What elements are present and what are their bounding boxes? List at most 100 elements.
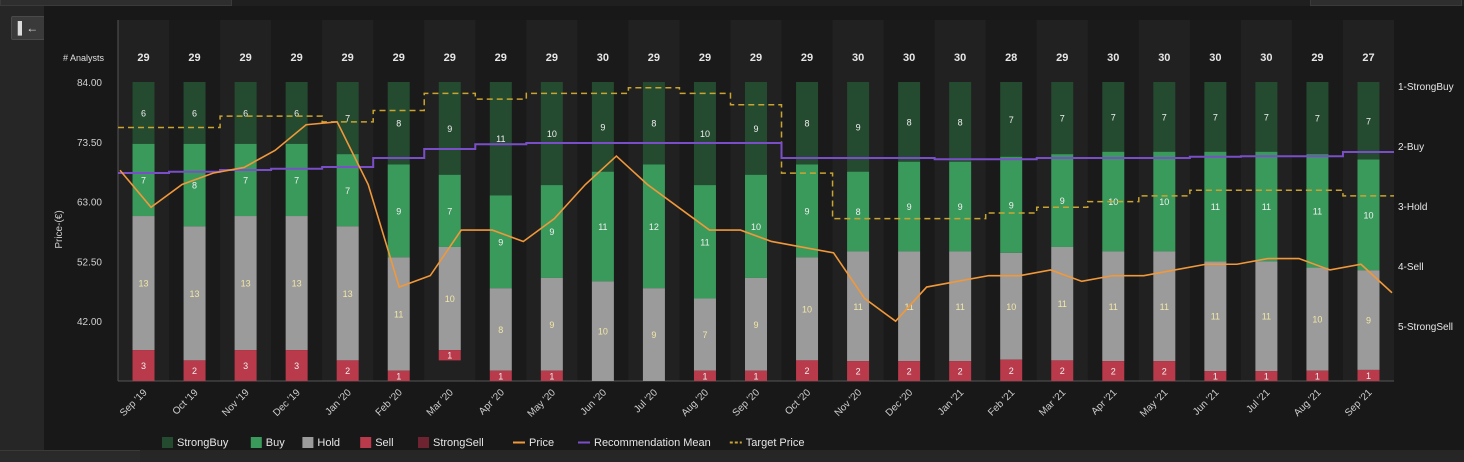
analyst-count: 29 <box>393 52 405 64</box>
bar-sell <box>847 361 870 381</box>
x-tick-label: May '21 <box>1138 387 1171 420</box>
x-tick-label: Oct '19 <box>171 387 201 417</box>
bar-value-label: 7 <box>447 206 452 216</box>
bar-value-label: 9 <box>753 124 758 134</box>
bar-value-label: 13 <box>190 289 200 299</box>
bar-value-label: 11 <box>955 302 964 312</box>
bar-buy <box>1051 154 1074 247</box>
bar-buy <box>1204 151 1227 262</box>
bar-value-label: 10 <box>802 304 812 314</box>
analyst-count: 30 <box>1107 52 1119 64</box>
legend-label: Hold <box>317 437 340 449</box>
top-tab-right[interactable] <box>1310 0 1462 6</box>
bar-value-label: 1 <box>1213 372 1218 382</box>
bar-value-label: 7 <box>1213 112 1218 122</box>
x-tick-label: Mar '21 <box>1037 387 1068 418</box>
bar-value-label: 2 <box>345 366 350 376</box>
x-tick-label: Dec '20 <box>884 387 916 419</box>
bar-buy <box>1102 151 1125 252</box>
bar-value-label: 2 <box>856 367 861 377</box>
x-tick-label: Oct '20 <box>783 387 813 417</box>
x-tick-label: Dec '19 <box>271 387 303 419</box>
bar-strongbuy <box>1204 82 1227 152</box>
bar-value-label: 3 <box>294 361 299 371</box>
bar-value-label: 8 <box>856 207 861 217</box>
legend-swatch <box>418 437 429 448</box>
bar-strongbuy <box>1051 82 1074 155</box>
analyst-count: 29 <box>444 52 456 64</box>
legend-label: Sell <box>375 437 393 449</box>
top-tab[interactable] <box>0 0 232 6</box>
collapse-panel-button[interactable]: ▌← <box>11 16 45 40</box>
bar-strongbuy <box>387 82 410 165</box>
bar-buy <box>898 161 921 252</box>
bar-sell <box>1000 359 1023 381</box>
bar-sell <box>234 350 257 381</box>
bar-buy <box>1306 154 1329 268</box>
bar-sell <box>336 360 359 381</box>
bar-value-label: 9 <box>396 206 401 216</box>
bar-hold <box>489 288 512 371</box>
bar-strongbuy <box>183 82 206 144</box>
bar-sell <box>1051 360 1074 381</box>
analyst-count: 30 <box>954 52 966 64</box>
bar-value-label: 8 <box>396 119 401 129</box>
bar-buy <box>387 164 410 258</box>
analyst-count: 29 <box>1056 52 1068 64</box>
bar-value-label: 11 <box>1058 299 1067 309</box>
bar-value-label: 11 <box>1109 302 1118 312</box>
bar-value-label: 8 <box>907 117 912 127</box>
bar-strongbuy <box>1000 82 1023 157</box>
bar-sell <box>796 360 819 381</box>
x-tick-label: Mar '20 <box>425 387 456 418</box>
legend-label: StrongSell <box>433 437 484 449</box>
chart-area: 84.00 73.50 63.00 52.50 42.00 Price-(€) # Anal… <box>44 6 1464 450</box>
x-tick-label: Apr '21 <box>1089 387 1119 417</box>
bar-value-label: 1 <box>396 371 401 381</box>
bar-value-label: 9 <box>958 202 963 212</box>
x-tick-label: Sep '20 <box>731 387 763 419</box>
bar-buy <box>796 164 819 258</box>
bar-value-label: 7 <box>345 114 350 124</box>
bar-value-label: 8 <box>805 119 810 129</box>
bar-hold <box>642 288 665 381</box>
bar-strongbuy <box>1255 82 1278 152</box>
bar-value-label: 9 <box>1060 196 1065 206</box>
top-bar <box>0 0 1464 6</box>
bar-buy <box>1000 156 1023 253</box>
bar-sell <box>1255 371 1278 381</box>
bar-hold <box>183 226 206 361</box>
bar-value-label: 11 <box>394 309 403 319</box>
y-tick-label: 52.50 <box>77 257 102 268</box>
analyst-count: 29 <box>495 52 507 64</box>
bar-hold <box>693 298 716 371</box>
bar-sell <box>1357 369 1380 381</box>
bar-hold <box>591 281 614 381</box>
bar-value-label: 7 <box>1162 112 1167 122</box>
bar-buy <box>489 195 512 289</box>
bar-buy <box>1153 151 1176 252</box>
bar-value-label: 13 <box>292 279 302 289</box>
bar-hold <box>1306 267 1329 371</box>
bar-hold <box>132 216 155 351</box>
bar-value-label: 9 <box>907 202 912 212</box>
bar-hold <box>234 216 257 351</box>
bar-sell <box>1153 361 1176 381</box>
x-tick-label: Sep '19 <box>118 387 150 419</box>
bar-value-label: 13 <box>343 289 353 299</box>
collapse-panel-icon: ▌← <box>17 21 39 35</box>
bar-sell <box>285 350 308 381</box>
x-tick-label: May '20 <box>526 387 559 420</box>
bar-value-label: 7 <box>243 175 248 185</box>
bar-buy <box>693 185 716 299</box>
bar-sell <box>1204 371 1227 381</box>
x-tick-label: Sep '21 <box>1343 387 1375 419</box>
recommendation-mean-line <box>118 142 1394 174</box>
bar-buy <box>949 161 972 252</box>
bar-value-label: 1 <box>1264 372 1269 382</box>
legend-label: StrongBuy <box>177 437 229 449</box>
bar-hold <box>285 216 308 351</box>
left-panel: ▌← <box>0 6 45 450</box>
x-tick-label: Feb '21 <box>986 387 1017 418</box>
bar-sell <box>387 370 410 381</box>
